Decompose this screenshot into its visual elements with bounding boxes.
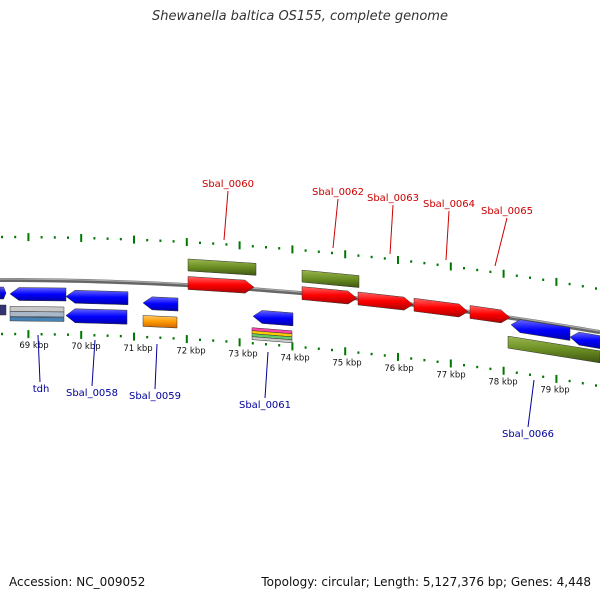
kbp-label: 76 kbp — [384, 364, 413, 374]
cds-forward-arrow — [413, 297, 469, 318]
rna-bar — [0, 304, 7, 316]
cds-forward-arrow — [469, 305, 511, 324]
kbp-label: 77 kbp — [436, 371, 465, 381]
accession-label: Accession: NC_009052 — [9, 575, 146, 589]
cds-reverse-arrow — [65, 289, 129, 305]
cds-reverse-arrow — [9, 287, 67, 302]
rna-bar — [9, 306, 65, 313]
kbp-label: 70 kbp — [71, 342, 100, 352]
cds-reverse-arrow — [0, 286, 7, 300]
cds-forward-arrow — [301, 286, 358, 305]
kbp-label: 75 kbp — [332, 359, 361, 369]
gene-bar — [301, 269, 360, 288]
kbp-label: 74 kbp — [280, 354, 309, 364]
genome-backbone — [0, 278, 600, 335]
cds-reverse-arrow — [510, 319, 571, 341]
kbp-label: 69 kbp — [19, 341, 48, 351]
reverse-gene-label: Sbal_0061 — [239, 400, 291, 411]
label-leader-line — [332, 198, 339, 249]
kbp-label: 78 kbp — [488, 378, 517, 388]
label-leader-line — [389, 204, 394, 255]
gene-bar — [187, 258, 257, 276]
kbp-label: 72 kbp — [176, 346, 205, 356]
gene-bar — [507, 335, 600, 364]
forward-gene-label: Sbal_0064 — [423, 199, 475, 210]
reverse-gene-label: Sbal_0066 — [502, 429, 554, 440]
kbp-label: 79 kbp — [540, 386, 569, 396]
reverse-gene-label: tdh — [33, 384, 50, 395]
cds-forward-arrow — [187, 276, 255, 294]
cds-forward-arrow — [357, 291, 414, 311]
kbp-label: 71 kbp — [123, 344, 152, 354]
reverse-gene-label: Sbal_0058 — [66, 388, 118, 399]
genome-summary: Topology: circular; Length: 5,127,376 bp… — [261, 575, 591, 589]
label-leader-line — [527, 379, 535, 428]
forward-gene-label: Sbal_0062 — [312, 187, 364, 198]
label-leader-line — [264, 351, 269, 399]
rna-bar — [251, 336, 293, 344]
label-leader-line — [494, 217, 508, 267]
label-leader-line — [91, 339, 96, 387]
label-leader-line — [445, 210, 450, 261]
forward-gene-label: Sbal_0063 — [367, 193, 419, 204]
kbp-label: 73 kbp — [228, 350, 257, 360]
label-leader-line — [37, 334, 41, 383]
rna-bar — [142, 315, 178, 329]
genome-title: Shewanella baltica OS155, complete genom… — [152, 9, 448, 24]
reverse-gene-label: Sbal_0059 — [129, 391, 181, 402]
cds-reverse-arrow — [569, 331, 600, 349]
forward-gene-label: Sbal_0065 — [481, 206, 533, 217]
label-leader-line — [223, 190, 229, 241]
cds-reverse-arrow — [65, 308, 128, 325]
label-leader-line — [154, 343, 158, 390]
cds-reverse-arrow — [252, 310, 294, 327]
forward-gene-label: Sbal_0060 — [202, 179, 254, 190]
rna-bar — [9, 316, 65, 322]
cds-reverse-arrow — [142, 296, 179, 312]
rna-bar — [9, 311, 65, 318]
